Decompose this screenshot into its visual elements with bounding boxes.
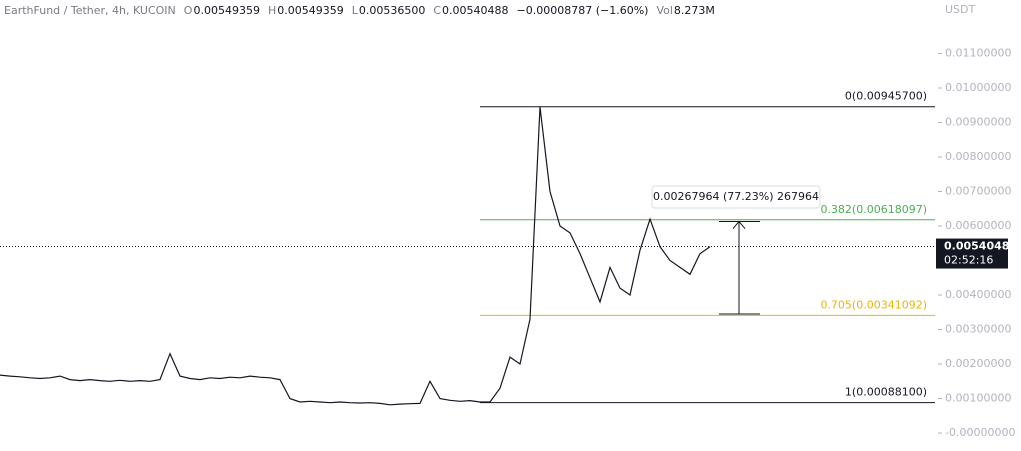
- y-tick-label: 0.00700000: [945, 185, 1011, 198]
- last-price-box: [936, 238, 1008, 269]
- y-tick-label: 0.00100000: [945, 392, 1011, 405]
- legend-value: 0.00549359: [277, 4, 343, 17]
- legend-key: O: [184, 4, 193, 17]
- legend-key: Vol: [656, 4, 672, 17]
- y-tick-label: -0.00000000: [945, 426, 1015, 439]
- y-tick-label: 0.01000000: [945, 81, 1011, 94]
- fib-label: 0(0.00945700): [845, 90, 927, 103]
- y-tick-label: 0.00900000: [945, 115, 1011, 128]
- legend-value: 8.273M: [674, 4, 715, 17]
- measure-arrowhead: [732, 220, 746, 229]
- legend-key: L: [352, 4, 359, 17]
- y-tick-label: 0.00800000: [945, 150, 1011, 163]
- legend-value: 0.00536500: [359, 4, 425, 17]
- legend-value: −0.00008787 (−1.60%): [517, 4, 649, 17]
- legend-value: 0.00540488: [442, 4, 508, 17]
- last-price-label: 0.00540488: [944, 240, 1017, 253]
- y-tick-label: 0.01100000: [945, 46, 1011, 59]
- countdown: 02:52:16: [944, 254, 993, 267]
- price-line: [0, 106, 711, 406]
- y-axis-label: USDT: [945, 3, 976, 16]
- measure-box: [651, 185, 821, 209]
- fib-label: 0.705(0.00341092): [820, 298, 927, 311]
- y-tick-label: 0.00300000: [945, 323, 1011, 336]
- legend-key: H: [268, 4, 276, 17]
- fib-label: 0.382(0.00618097): [820, 203, 927, 216]
- y-tick-label: 0.00200000: [945, 357, 1011, 370]
- legend-key: C: [433, 4, 441, 17]
- fib-label: 1(0.00088100): [845, 386, 927, 399]
- measure-label: 0.00267964 (77.23%) 267964: [653, 190, 819, 203]
- y-tick-label: 0.00400000: [945, 288, 1011, 301]
- legend-value: 0.00549359: [193, 4, 259, 17]
- legend: EarthFund / Tether, 4h, KUCOIN O 0.005493…: [4, 4, 715, 17]
- symbol-title: EarthFund / Tether, 4h, KUCOIN: [4, 4, 176, 17]
- y-tick-label: 0.00600000: [945, 219, 1011, 232]
